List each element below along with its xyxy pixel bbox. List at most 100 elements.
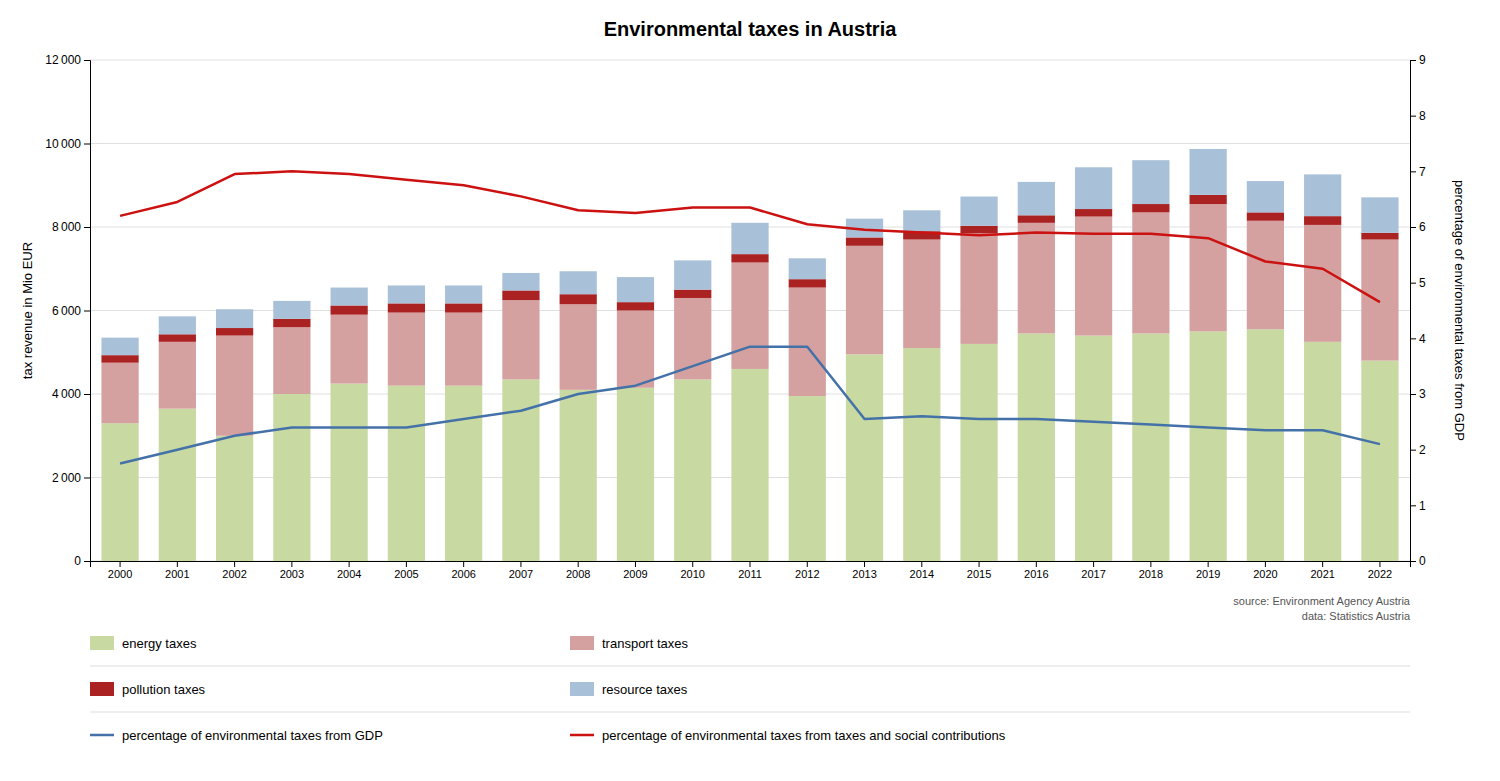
bar (273, 394, 310, 561)
bar (617, 311, 654, 388)
tick-mark (1410, 116, 1416, 117)
tick: 2022 (1368, 561, 1392, 580)
tick: 2018 (1139, 561, 1163, 580)
bar (960, 226, 997, 234)
bar (159, 409, 196, 561)
tick: 2004 (337, 561, 361, 580)
bar (502, 290, 539, 300)
tick-label: 6 (1419, 220, 1426, 234)
grid-line (90, 60, 1410, 61)
bar (159, 342, 196, 409)
bar (1190, 149, 1227, 195)
annotation: data: Statistics Austria (1302, 610, 1411, 622)
annotation: source: Environment Agency Austria (1233, 595, 1411, 607)
tick-mark (1150, 561, 1151, 567)
bar (216, 436, 253, 561)
tick-label: 0 (1419, 554, 1426, 568)
legend-label: energy taxes (122, 636, 197, 651)
tick-label: 4 (1419, 332, 1426, 346)
tick-mark (750, 561, 751, 567)
legend-item: percentage of environmental taxes from G… (90, 728, 383, 743)
plot: 02 0004 0006 0008 00010 00012 0000123456… (45, 53, 1426, 579)
tick: 0 (1410, 554, 1426, 568)
tick-label: 1 (1419, 499, 1426, 513)
bar (846, 246, 883, 355)
bar (1132, 204, 1169, 212)
bar (617, 388, 654, 561)
tick-label: 2002 (222, 568, 246, 580)
tick-label: 2017 (1081, 568, 1105, 580)
legend-item: transport taxes (570, 636, 688, 651)
tick: 2016 (1024, 561, 1048, 580)
tick: 6 000 (52, 304, 90, 318)
tick-label: 2015 (967, 568, 991, 580)
bar (331, 288, 368, 306)
bar (1132, 333, 1169, 561)
tick-label: 2011 (738, 568, 762, 580)
tick-label: 2022 (1368, 568, 1392, 580)
tick-label: 4 000 (52, 387, 81, 401)
bar (388, 313, 425, 386)
axis-line (91, 562, 1411, 568)
legend-item: resource taxes (570, 682, 688, 697)
tick-mark (349, 561, 350, 567)
tick-mark (1410, 450, 1416, 451)
tick-label: 2 (1419, 443, 1426, 457)
bar (1018, 215, 1055, 223)
bar (617, 277, 654, 302)
tick: 7 (1410, 165, 1426, 179)
bar (216, 309, 253, 328)
tick-label: 3 (1419, 387, 1426, 401)
tick: 2003 (280, 561, 304, 580)
bar (101, 363, 138, 424)
tick-mark (1410, 394, 1416, 395)
tick: 2009 (623, 561, 647, 580)
bar (1190, 204, 1227, 331)
bar-series (101, 195, 1398, 363)
tick: 8 (1410, 109, 1426, 123)
bar (502, 273, 539, 291)
legend-separator (90, 666, 1410, 667)
bar (1018, 223, 1055, 334)
tick: 2010 (680, 561, 704, 580)
bar (789, 288, 826, 397)
line (120, 171, 1380, 302)
tick-label: 2014 (910, 568, 934, 580)
tick: 2002 (222, 561, 246, 580)
bar (560, 294, 597, 304)
bar (560, 304, 597, 390)
bar (1018, 182, 1055, 215)
tick-mark (1410, 60, 1416, 61)
bar (445, 313, 482, 386)
bar (1247, 181, 1284, 212)
chart-svg: 02 0004 0006 0008 00010 00012 0000123456… (0, 0, 1500, 781)
tick-mark (1093, 561, 1094, 567)
tick: 0 (74, 554, 90, 568)
tick: 10 000 (45, 137, 90, 151)
legend-label: pollution taxes (122, 682, 206, 697)
tick: 2011 (738, 561, 762, 580)
tick-mark (84, 144, 90, 145)
bar (846, 354, 883, 561)
tick: 2020 (1253, 561, 1277, 580)
tick-label: 8 000 (52, 220, 81, 234)
tick: 2021 (1310, 561, 1334, 580)
bar (617, 302, 654, 310)
bar (1075, 209, 1112, 217)
tick: 1 (1410, 499, 1426, 513)
marks (101, 149, 1398, 561)
tick-label: 2007 (509, 568, 533, 580)
bar (1304, 216, 1341, 225)
tick-mark (1036, 561, 1037, 567)
legend-swatch (90, 636, 114, 650)
bar (960, 344, 997, 561)
bar (1075, 167, 1112, 209)
tick: 2019 (1196, 561, 1220, 580)
tick-mark (1410, 171, 1416, 172)
tick-mark (84, 60, 90, 61)
bar (101, 355, 138, 363)
bar (674, 379, 711, 561)
bar (101, 423, 138, 561)
tick-mark (1410, 283, 1416, 284)
bar (388, 285, 425, 303)
